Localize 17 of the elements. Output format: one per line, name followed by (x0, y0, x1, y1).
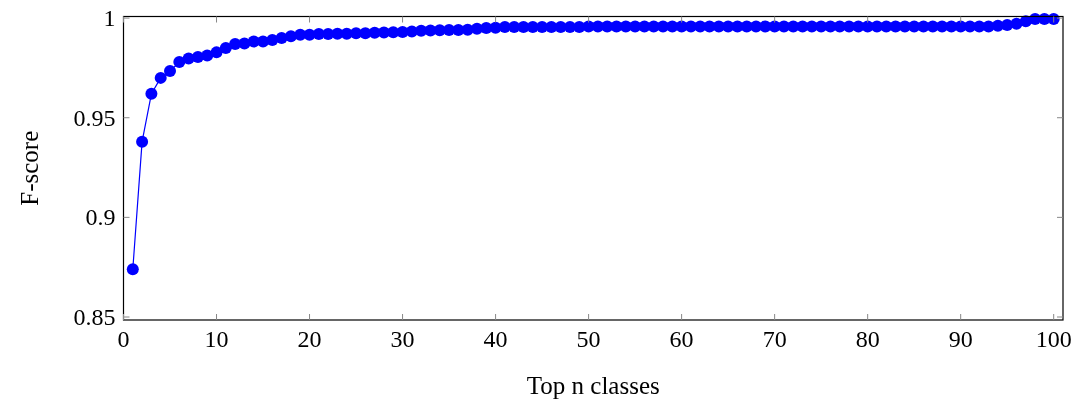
y-tick-label: 1 (103, 5, 116, 32)
y-tick-label: 0.85 (73, 304, 116, 331)
y-axis-title: F-score (16, 130, 43, 206)
x-tick-label: 90 (948, 326, 973, 352)
x-tick-label: 10 (204, 326, 229, 352)
x-tick-label: 30 (390, 326, 415, 352)
x-tick-label: 100 (1035, 326, 1072, 352)
x-tick-label: 80 (855, 326, 880, 352)
x-tick-label: 40 (483, 326, 508, 352)
x-tick-label: 50 (576, 326, 601, 352)
x-tick-label: 20 (297, 326, 322, 352)
y-tick-label: 0.95 (73, 104, 116, 131)
x-axis-title: Top n classes (526, 372, 660, 399)
x-tick-label: 0 (117, 326, 130, 352)
x-tick-label: 70 (762, 326, 787, 352)
x-tick-label: 60 (669, 326, 694, 352)
y-tick-label: 0.9 (85, 204, 116, 231)
